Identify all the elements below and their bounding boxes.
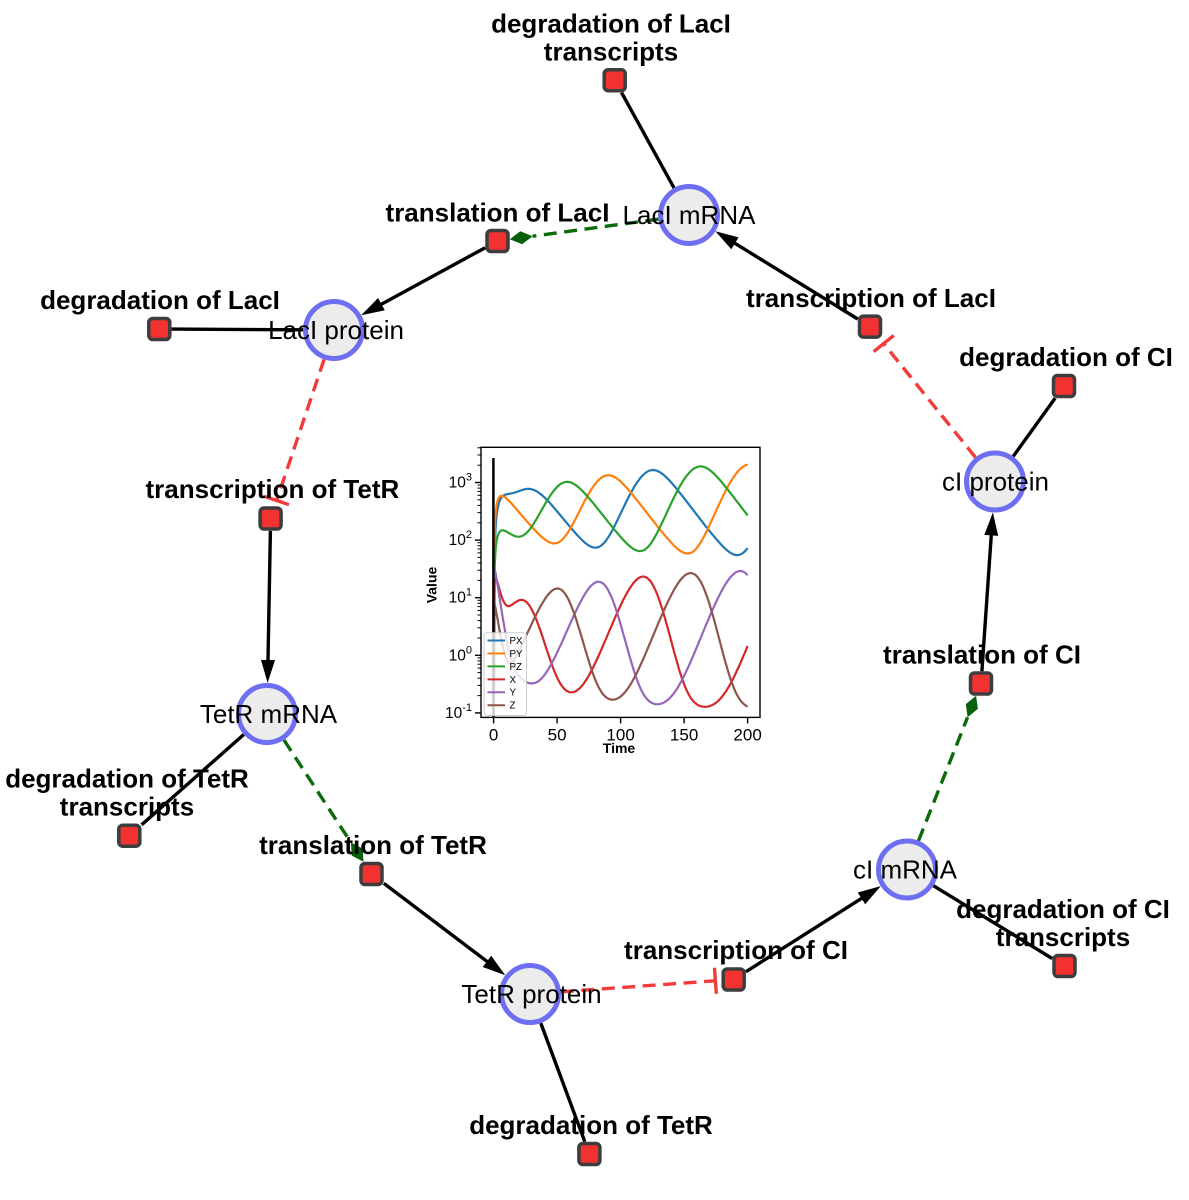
svg-text:TetR protein: TetR protein xyxy=(461,979,601,1009)
svg-text:LacI protein: LacI protein xyxy=(268,315,404,345)
svg-text:LacI mRNA: LacI mRNA xyxy=(623,200,757,230)
svg-text:Z: Z xyxy=(510,701,516,712)
svg-text:Y: Y xyxy=(510,688,517,699)
svg-text:degradation of CI: degradation of CI xyxy=(956,894,1170,924)
svg-text:PZ: PZ xyxy=(510,662,523,673)
svg-text:transcripts: transcripts xyxy=(60,791,194,821)
svg-text:Value: Value xyxy=(424,567,440,604)
svg-text:transcription of TetR: transcription of TetR xyxy=(146,474,400,504)
svg-text:transcription of CI: transcription of CI xyxy=(624,935,848,965)
svg-text:200: 200 xyxy=(733,725,761,744)
svg-text:transcripts: transcripts xyxy=(996,922,1130,952)
svg-text:150: 150 xyxy=(670,725,698,744)
svg-text:PX: PX xyxy=(510,636,524,647)
svg-text:translation of LacI: translation of LacI xyxy=(386,198,610,228)
svg-text:degradation of TetR: degradation of TetR xyxy=(469,1110,713,1140)
svg-text:degradation of LacI: degradation of LacI xyxy=(491,8,731,38)
svg-text:X: X xyxy=(510,675,517,686)
svg-text:transcription of LacI: transcription of LacI xyxy=(746,283,996,313)
svg-text:degradation of CI: degradation of CI xyxy=(959,342,1173,372)
svg-text:degradation of TetR: degradation of TetR xyxy=(5,764,249,794)
svg-text:TetR mRNA: TetR mRNA xyxy=(200,699,338,729)
svg-text:translation of TetR: translation of TetR xyxy=(259,830,487,860)
svg-text:PY: PY xyxy=(510,649,524,660)
svg-text:cI protein: cI protein xyxy=(942,467,1049,497)
svg-text:transcripts: transcripts xyxy=(544,36,678,66)
svg-text:100: 100 xyxy=(606,725,634,744)
svg-text:50: 50 xyxy=(548,725,567,744)
svg-text:Time: Time xyxy=(603,740,636,756)
svg-text:0: 0 xyxy=(489,725,498,744)
svg-text:degradation of LacI: degradation of LacI xyxy=(40,285,280,315)
svg-text:translation of CI: translation of CI xyxy=(883,640,1081,670)
svg-text:cI mRNA: cI mRNA xyxy=(853,855,958,885)
